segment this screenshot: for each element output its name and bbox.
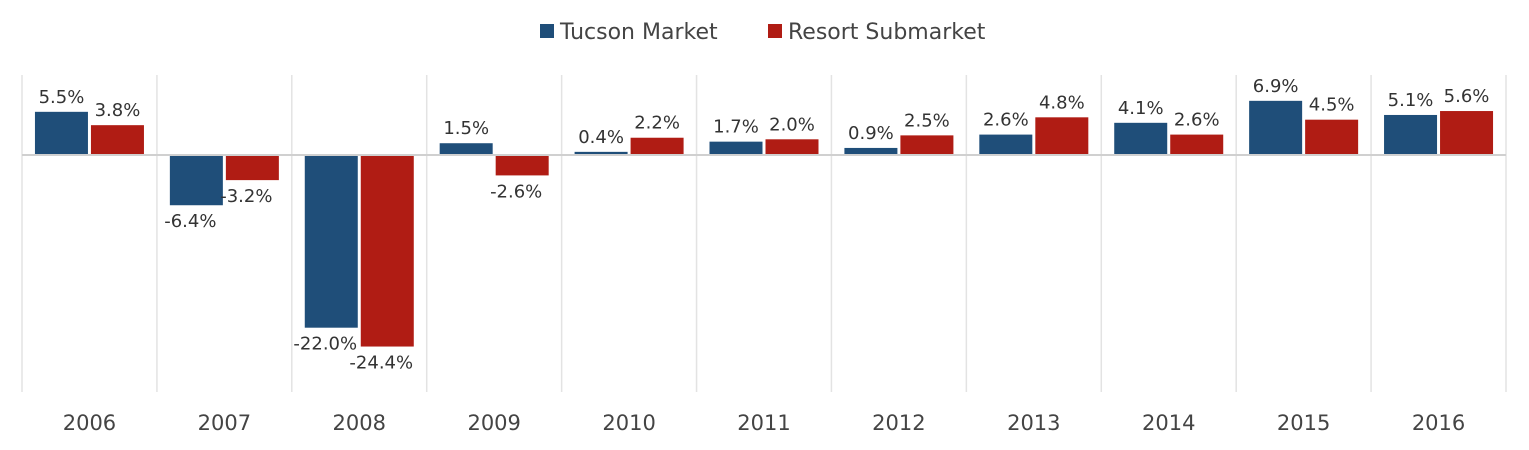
legend-swatch-resort-submarket (768, 24, 782, 38)
data-label-resort-submarket-2009: -2.6% (490, 181, 542, 202)
bar-resort-submarket-2015 (1305, 119, 1359, 155)
data-label-tucson-market-2015: 6.9% (1253, 76, 1299, 97)
bar-resort-submarket-2011 (765, 139, 819, 155)
data-label-tucson-market-2016: 5.1% (1388, 90, 1434, 111)
bar-resort-submarket-2010 (630, 137, 684, 155)
legend-swatch-tucson-market (540, 24, 554, 38)
bar-tucson-market-2007 (169, 155, 223, 206)
data-label-tucson-market-2006: 5.5% (39, 87, 85, 108)
x-tick-label-2009: 2009 (467, 411, 520, 435)
bar-tucson-market-2015 (1249, 100, 1303, 155)
data-label-resort-submarket-2007: -3.2% (220, 186, 272, 207)
bar-resort-submarket-2007 (225, 155, 279, 181)
x-axis-ticks: 2006 2007 2008 2009 2010 2011 2012 2013 2014 2015… (63, 411, 1466, 435)
data-label-tucson-market-2009: 1.5% (443, 118, 489, 139)
legend-label-tucson-market: Tucson Market (559, 20, 718, 45)
data-label-tucson-market-2013: 2.6% (983, 110, 1029, 131)
bar-resort-submarket-2008 (360, 155, 414, 347)
x-tick-label-2006: 2006 (63, 411, 116, 435)
data-label-resort-submarket-2015: 4.5% (1309, 95, 1355, 116)
x-tick-label-2016: 2016 (1412, 411, 1465, 435)
bar-tucson-market-2012 (844, 147, 898, 155)
bar-tucson-market-2016 (1384, 114, 1438, 155)
data-labels-layer: 5.5% 3.8% -6.4%-3.2% -22.0%-24.4% 1.5% -2.6% 0… (39, 76, 1490, 374)
bar-tucson-market-2014 (1114, 122, 1168, 155)
bar-resort-submarket-2016 (1440, 111, 1494, 155)
bar-tucson-market-2013 (979, 134, 1033, 155)
data-label-tucson-market-2014: 4.1% (1118, 98, 1164, 119)
bar-resort-submarket-2009 (495, 155, 549, 176)
data-label-tucson-market-2012: 0.9% (848, 123, 894, 144)
legend-label-resort-submarket: Resort Submarket (788, 20, 986, 45)
x-tick-label-2011: 2011 (737, 411, 790, 435)
data-label-resort-submarket-2008: -24.4% (349, 353, 413, 374)
x-tick-label-2012: 2012 (872, 411, 925, 435)
data-label-resort-submarket-2014: 2.6% (1174, 110, 1220, 131)
x-tick-label-2013: 2013 (1007, 411, 1060, 435)
bars-layer (34, 100, 1494, 347)
bar-tucson-market-2008 (304, 155, 358, 328)
bar-resort-submarket-2012 (900, 135, 954, 155)
x-tick-label-2008: 2008 (333, 411, 386, 435)
data-label-resort-submarket-2012: 2.5% (904, 110, 950, 131)
bar-tucson-market-2009 (439, 143, 493, 155)
bar-tucson-market-2011 (709, 141, 763, 155)
data-label-tucson-market-2008: -22.0% (293, 334, 357, 355)
bar-resort-submarket-2013 (1035, 117, 1089, 155)
x-tick-label-2015: 2015 (1277, 411, 1330, 435)
data-label-resort-submarket-2013: 4.8% (1039, 92, 1085, 113)
x-tick-label-2007: 2007 (198, 411, 251, 435)
bar-resort-submarket-2014 (1170, 134, 1224, 155)
data-label-resort-submarket-2016: 5.6% (1444, 86, 1490, 107)
x-tick-label-2014: 2014 (1142, 411, 1195, 435)
legend: Tucson Market Resort Submarket (540, 20, 986, 45)
data-label-resort-submarket-2010: 2.2% (634, 113, 680, 134)
data-label-resort-submarket-2011: 2.0% (769, 114, 815, 135)
data-label-tucson-market-2010: 0.4% (578, 127, 624, 148)
bar-tucson-market-2006 (34, 111, 88, 155)
bar-tucson-market-2010 (574, 151, 628, 155)
data-label-resort-submarket-2006: 3.8% (95, 100, 141, 121)
grid-layer (21, 75, 1507, 392)
data-label-tucson-market-2007: -6.4% (164, 211, 216, 232)
bar-resort-submarket-2006 (90, 125, 144, 155)
data-label-tucson-market-2011: 1.7% (713, 117, 759, 138)
x-tick-label-2010: 2010 (602, 411, 655, 435)
